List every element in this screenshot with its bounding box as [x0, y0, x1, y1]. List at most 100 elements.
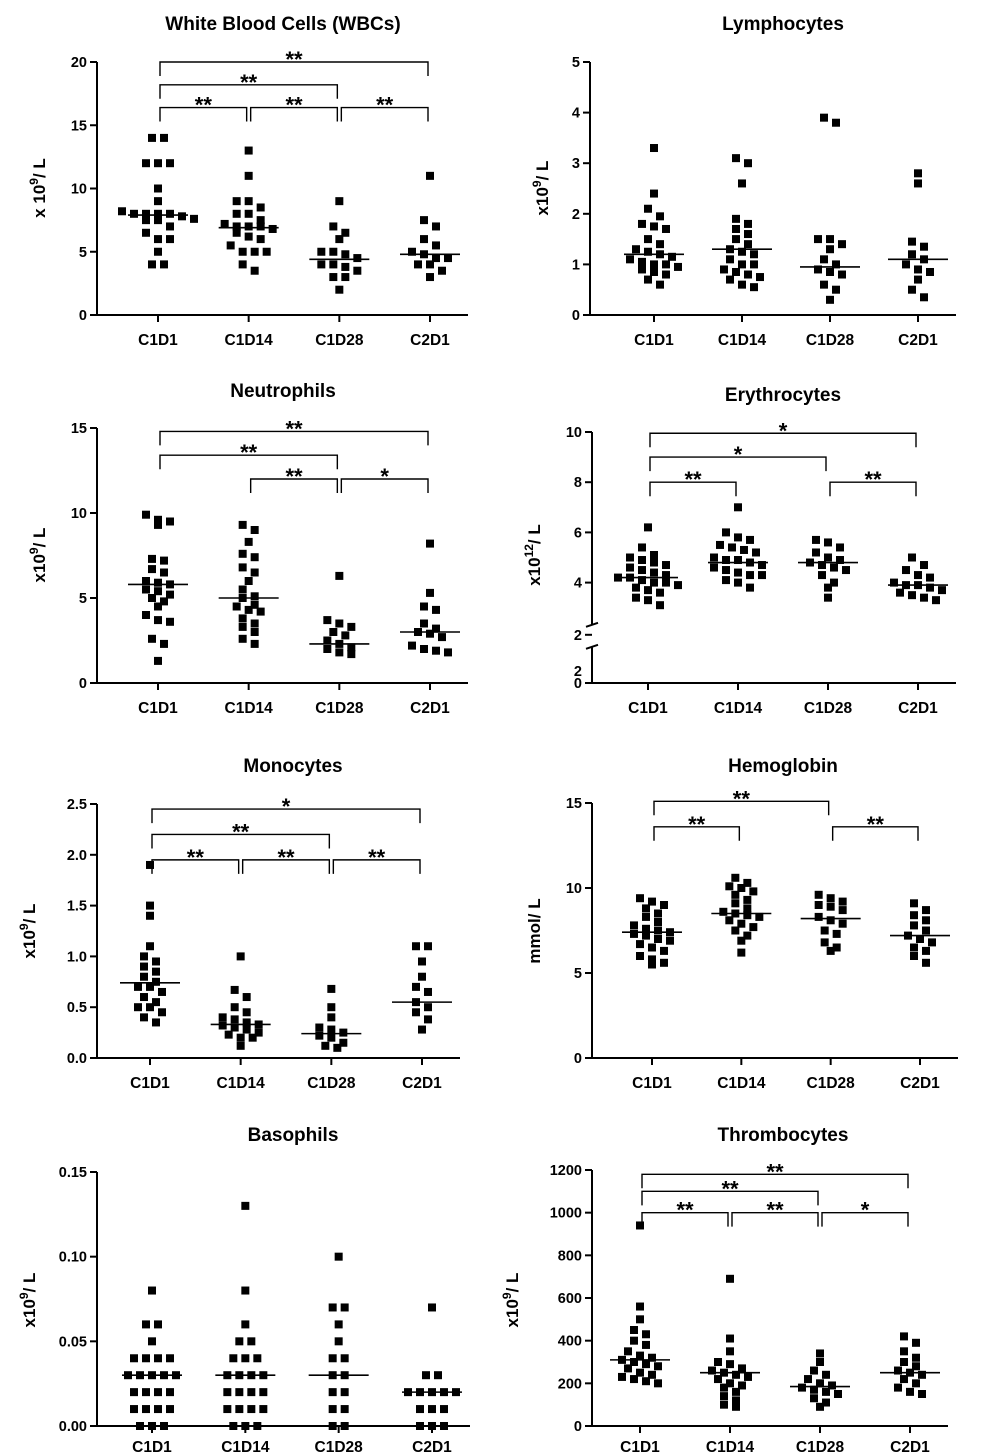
data-point [836, 543, 844, 552]
data-point [746, 535, 754, 544]
data-point [166, 1405, 174, 1414]
data-point [154, 209, 162, 218]
data-point [642, 904, 650, 913]
data-point [642, 931, 650, 940]
data-point [900, 1375, 908, 1384]
y-axis-label-superscript: 12 [522, 544, 536, 558]
data-point [414, 260, 422, 269]
x-tick-label: C1D28 [806, 332, 855, 349]
x-tick-label: C1D14 [217, 1075, 266, 1092]
data-point [826, 894, 835, 903]
data-point [650, 189, 658, 198]
y-tick-label: 2.0 [67, 848, 87, 864]
data-point [650, 144, 658, 153]
data-point [662, 270, 670, 279]
data-point [317, 260, 326, 269]
y-tick-label: 10 [71, 182, 87, 198]
data-point [820, 255, 828, 264]
data-point [642, 1360, 650, 1369]
data-point [140, 972, 148, 981]
data-point [353, 266, 362, 275]
data-point [720, 1383, 728, 1392]
data-point [838, 906, 847, 915]
data-point [158, 1008, 166, 1017]
y-tick-label: 3 [572, 156, 580, 172]
data-point [142, 1388, 150, 1397]
data-point [650, 260, 658, 269]
data-point [148, 1286, 156, 1295]
significance-label: * [779, 418, 788, 443]
data-point [154, 1320, 162, 1329]
data-point [732, 1402, 740, 1411]
data-point [732, 214, 740, 223]
data-point [830, 578, 838, 587]
data-point [432, 646, 440, 655]
data-point [900, 1332, 908, 1341]
data-point [160, 639, 168, 648]
data-point [734, 503, 742, 512]
data-point [650, 222, 658, 231]
data-point [335, 619, 344, 628]
data-point [241, 1354, 250, 1363]
data-point [624, 1347, 632, 1356]
y-axis-label-superscript: 9 [27, 178, 41, 185]
data-point [220, 219, 229, 228]
y-tick-label: 0.00 [59, 1419, 87, 1435]
significance-bracket [159, 61, 429, 76]
data-point [746, 571, 754, 580]
data-point [912, 1362, 920, 1371]
data-point [136, 1422, 144, 1430]
significance-label: ** [232, 819, 250, 844]
data-point [832, 943, 841, 952]
data-point [644, 275, 652, 284]
data-point [142, 228, 150, 237]
data-point [731, 873, 740, 882]
data-point [166, 1388, 174, 1397]
data-point [244, 605, 253, 614]
data-point [750, 283, 758, 292]
data-point [914, 179, 922, 188]
data-point [720, 1400, 728, 1409]
data-point [440, 1405, 448, 1414]
x-tick-label: C1D1 [130, 1075, 170, 1092]
data-point [836, 556, 844, 565]
data-point [166, 209, 174, 218]
significance-bracket [653, 800, 830, 816]
y-tick-label: 0 [79, 676, 87, 692]
data-point [734, 578, 742, 587]
data-point [630, 921, 638, 930]
data-point [738, 280, 746, 289]
data-point [238, 585, 247, 594]
data-point [914, 571, 922, 580]
x-tick-label: C1D1 [628, 700, 668, 717]
data-point [918, 1370, 926, 1379]
data-point [818, 571, 826, 580]
data-point [256, 222, 265, 231]
data-point [244, 197, 253, 206]
x-tick-label: C1D14 [718, 332, 767, 349]
data-point [654, 909, 662, 918]
y-axis-label: x109/ L [17, 904, 39, 959]
data-point [710, 563, 718, 572]
data-point [818, 561, 826, 570]
data-point [335, 235, 344, 244]
data-point [232, 222, 241, 231]
data-point [142, 209, 150, 218]
data-point [755, 912, 764, 921]
data-point [726, 1274, 734, 1283]
data-point [914, 275, 922, 284]
significance-label: ** [240, 440, 258, 465]
data-point [656, 212, 664, 221]
data-point [644, 204, 652, 213]
data-point [341, 262, 350, 271]
data-point [244, 232, 253, 241]
data-point [241, 1422, 250, 1430]
data-point [166, 1354, 174, 1363]
data-point [626, 255, 634, 264]
data-point [636, 1302, 644, 1311]
significance-label: * [380, 464, 389, 489]
data-point [244, 171, 253, 180]
data-point [732, 235, 740, 244]
data-point [749, 923, 758, 932]
data-point [134, 982, 142, 991]
